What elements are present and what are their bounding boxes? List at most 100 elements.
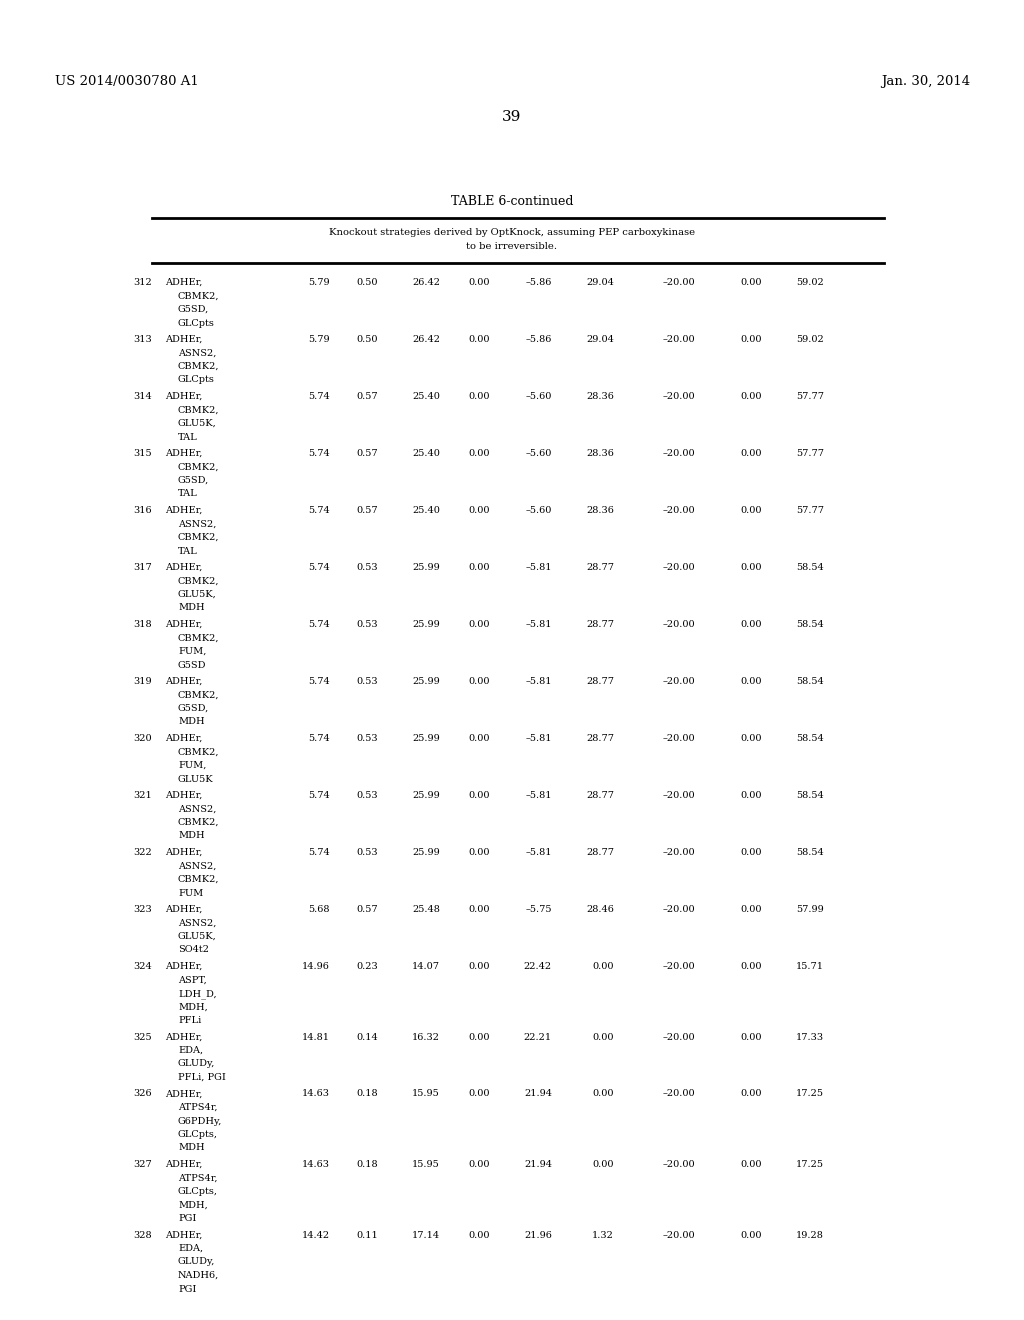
Text: 0.53: 0.53: [356, 734, 378, 743]
Text: PGI: PGI: [178, 1284, 197, 1294]
Text: –20.00: –20.00: [663, 1089, 695, 1098]
Text: 0.00: 0.00: [469, 1032, 490, 1041]
Text: –20.00: –20.00: [663, 1230, 695, 1239]
Text: ASNS2,: ASNS2,: [178, 919, 216, 928]
Text: –5.60: –5.60: [525, 506, 552, 515]
Text: –5.81: –5.81: [525, 847, 552, 857]
Text: 0.00: 0.00: [740, 734, 762, 743]
Text: 28.36: 28.36: [586, 449, 614, 458]
Text: ADHEr,: ADHEr,: [165, 906, 203, 913]
Text: GLCpts: GLCpts: [178, 318, 215, 327]
Text: 314: 314: [133, 392, 152, 401]
Text: 0.00: 0.00: [593, 1089, 614, 1098]
Text: 322: 322: [133, 847, 152, 857]
Text: 59.02: 59.02: [797, 279, 824, 286]
Text: 28.77: 28.77: [586, 564, 614, 572]
Text: 315: 315: [133, 449, 152, 458]
Text: ASNS2,: ASNS2,: [178, 862, 216, 870]
Text: 58.54: 58.54: [797, 677, 824, 686]
Text: –20.00: –20.00: [663, 449, 695, 458]
Text: GLU5K,: GLU5K,: [178, 932, 217, 941]
Text: 0.53: 0.53: [356, 620, 378, 630]
Text: –20.00: –20.00: [663, 677, 695, 686]
Text: Jan. 30, 2014: Jan. 30, 2014: [881, 75, 970, 88]
Text: 1.32: 1.32: [592, 1230, 614, 1239]
Text: G5SD,: G5SD,: [178, 305, 209, 314]
Text: 0.23: 0.23: [356, 962, 378, 972]
Text: ADHEr,: ADHEr,: [165, 449, 203, 458]
Text: 0.00: 0.00: [469, 1160, 490, 1170]
Text: ADHEr,: ADHEr,: [165, 620, 203, 630]
Text: 0.53: 0.53: [356, 847, 378, 857]
Text: –20.00: –20.00: [663, 564, 695, 572]
Text: 327: 327: [133, 1160, 152, 1170]
Text: 5.74: 5.74: [308, 791, 330, 800]
Text: 0.00: 0.00: [740, 506, 762, 515]
Text: 325: 325: [133, 1032, 152, 1041]
Text: –5.81: –5.81: [525, 791, 552, 800]
Text: 25.99: 25.99: [413, 677, 440, 686]
Text: ADHEr,: ADHEr,: [165, 962, 203, 972]
Text: 15.95: 15.95: [413, 1089, 440, 1098]
Text: PFLi, PGI: PFLi, PGI: [178, 1073, 226, 1082]
Text: LDH_D,: LDH_D,: [178, 989, 217, 999]
Text: –20.00: –20.00: [663, 506, 695, 515]
Text: PGI: PGI: [178, 1214, 197, 1224]
Text: –20.00: –20.00: [663, 906, 695, 913]
Text: TAL: TAL: [178, 490, 198, 499]
Text: 57.77: 57.77: [796, 449, 824, 458]
Text: 0.00: 0.00: [740, 1230, 762, 1239]
Text: 25.99: 25.99: [413, 791, 440, 800]
Text: ADHEr,: ADHEr,: [165, 279, 203, 286]
Text: 14.96: 14.96: [302, 962, 330, 972]
Text: 0.00: 0.00: [593, 1160, 614, 1170]
Text: 57.77: 57.77: [796, 392, 824, 401]
Text: G5SD,: G5SD,: [178, 477, 209, 484]
Text: GLU5K,: GLU5K,: [178, 590, 217, 599]
Text: 5.79: 5.79: [308, 279, 330, 286]
Text: 0.00: 0.00: [740, 392, 762, 401]
Text: 28.77: 28.77: [586, 677, 614, 686]
Text: 0.00: 0.00: [469, 1089, 490, 1098]
Text: ASNS2,: ASNS2,: [178, 348, 216, 358]
Text: 28.77: 28.77: [586, 791, 614, 800]
Text: NADH6,: NADH6,: [178, 1271, 219, 1280]
Text: CBMK2,: CBMK2,: [178, 292, 219, 301]
Text: 14.63: 14.63: [302, 1089, 330, 1098]
Text: 0.53: 0.53: [356, 791, 378, 800]
Text: G6PDHy,: G6PDHy,: [178, 1117, 222, 1126]
Text: 28.77: 28.77: [586, 847, 614, 857]
Text: –20.00: –20.00: [663, 1160, 695, 1170]
Text: 0.00: 0.00: [469, 620, 490, 630]
Text: ASPT,: ASPT,: [178, 975, 207, 985]
Text: –5.81: –5.81: [525, 620, 552, 630]
Text: 318: 318: [133, 620, 152, 630]
Text: GLCpts,: GLCpts,: [178, 1187, 218, 1196]
Text: –5.60: –5.60: [525, 392, 552, 401]
Text: 25.48: 25.48: [412, 906, 440, 913]
Text: 5.74: 5.74: [308, 847, 330, 857]
Text: 17.33: 17.33: [796, 1032, 824, 1041]
Text: 0.11: 0.11: [356, 1230, 378, 1239]
Text: 0.18: 0.18: [356, 1089, 378, 1098]
Text: –20.00: –20.00: [663, 620, 695, 630]
Text: ADHEr,: ADHEr,: [165, 1089, 203, 1098]
Text: –20.00: –20.00: [663, 335, 695, 345]
Text: 0.00: 0.00: [469, 449, 490, 458]
Text: 21.94: 21.94: [524, 1160, 552, 1170]
Text: 0.00: 0.00: [740, 1089, 762, 1098]
Text: 14.42: 14.42: [302, 1230, 330, 1239]
Text: CBMK2,: CBMK2,: [178, 405, 219, 414]
Text: 321: 321: [133, 791, 152, 800]
Text: ADHEr,: ADHEr,: [165, 734, 203, 743]
Text: ADHEr,: ADHEr,: [165, 1160, 203, 1170]
Text: 316: 316: [133, 506, 152, 515]
Text: 0.57: 0.57: [356, 906, 378, 913]
Text: 29.04: 29.04: [586, 279, 614, 286]
Text: 25.99: 25.99: [413, 564, 440, 572]
Text: 15.71: 15.71: [796, 962, 824, 972]
Text: 58.54: 58.54: [797, 791, 824, 800]
Text: 0.00: 0.00: [740, 564, 762, 572]
Text: 0.00: 0.00: [469, 279, 490, 286]
Text: CBMK2,: CBMK2,: [178, 634, 219, 643]
